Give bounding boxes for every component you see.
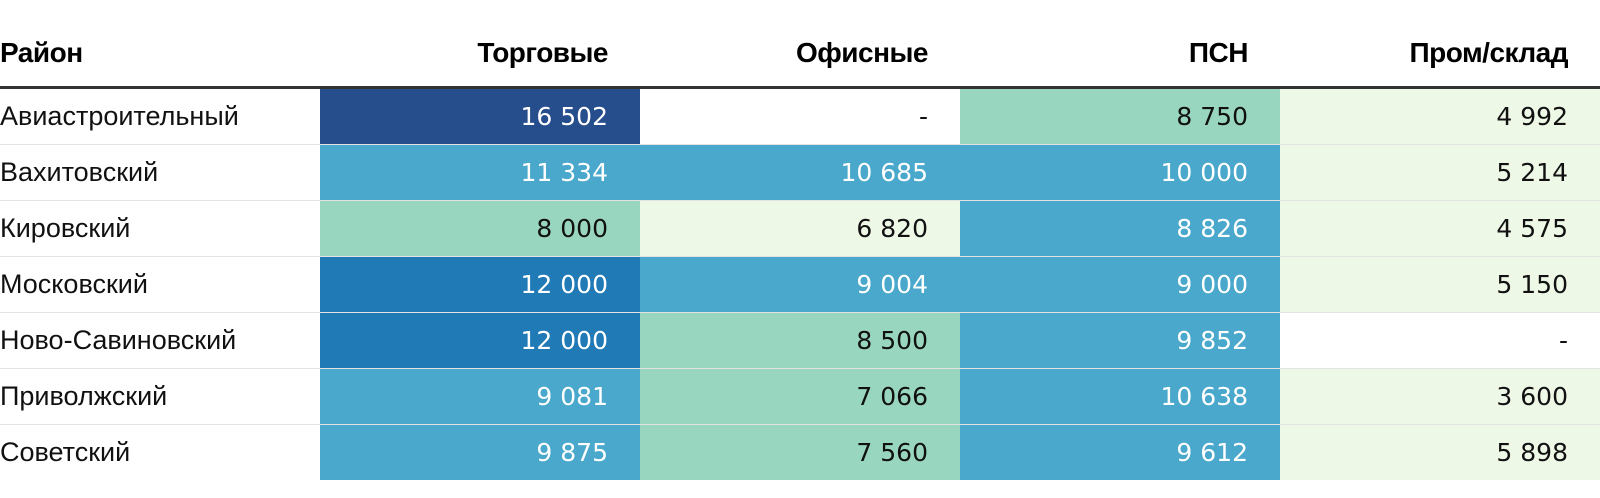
column-header-office: Офисные bbox=[640, 20, 960, 89]
district-name: Советский bbox=[0, 424, 320, 480]
heatmap-cell: 11 334 bbox=[320, 144, 640, 201]
heatmap-cell: 16 502 bbox=[320, 87, 640, 145]
heatmap-cell: 9 081 bbox=[320, 368, 640, 425]
column-header-psn: ПСН bbox=[960, 20, 1280, 89]
district-name: Кировский bbox=[0, 200, 320, 257]
heatmap-cell: - bbox=[640, 87, 960, 145]
heatmap-cell: 8 750 bbox=[960, 87, 1280, 145]
heatmap-table: Район Торговые Офисные ПСН Пром/склад Ав… bbox=[0, 20, 1600, 480]
table-body: Авиастроительный 16 502-8 750 4 992 Вахитов… bbox=[0, 87, 1600, 480]
header-row: Район Торговые Офисные ПСН Пром/склад bbox=[0, 20, 1600, 89]
heatmap-cell: 4 575 bbox=[1280, 200, 1600, 257]
heatmap-cell: 12 000 bbox=[320, 256, 640, 313]
heatmap-cell: 5 898 bbox=[1280, 424, 1600, 480]
column-header-retail: Торговые bbox=[320, 20, 640, 89]
heatmap-cell: 5 214 bbox=[1280, 144, 1600, 201]
heatmap-cell: 5 150 bbox=[1280, 256, 1600, 313]
column-header-industrial: Пром/склад bbox=[1280, 20, 1600, 89]
heatmap-cell: 7 066 bbox=[640, 368, 960, 425]
heatmap-cell: 9 004 bbox=[640, 256, 960, 313]
table-row: Вахитовский 11 334 10 685 10 000 5 214 bbox=[0, 144, 1600, 201]
heatmap-cell: 7 560 bbox=[640, 424, 960, 480]
district-name: Ново-Савиновский bbox=[0, 312, 320, 369]
heatmap-cell: 10 685 bbox=[640, 144, 960, 201]
heatmap-cell: 3 600 bbox=[1280, 368, 1600, 425]
heatmap-cell: 8 826 bbox=[960, 200, 1280, 257]
heatmap-cell: 9 875 bbox=[320, 424, 640, 480]
heatmap-cell: 10 000 bbox=[960, 144, 1280, 201]
heatmap-cell: 8 000 bbox=[320, 200, 640, 257]
table-row: Московский 12 000 9 004 9 000 5 150 bbox=[0, 256, 1600, 313]
heatmap-cell: - bbox=[1280, 312, 1600, 369]
heatmap-cell: 12 000 bbox=[320, 312, 640, 369]
column-header-district: Район bbox=[0, 20, 320, 89]
heatmap-cell: 10 638 bbox=[960, 368, 1280, 425]
table-row: Кировский 8 000 6 820 8 826 4 575 bbox=[0, 200, 1600, 257]
heatmap-cell: 6 820 bbox=[640, 200, 960, 257]
heatmap-cell: 4 992 bbox=[1280, 87, 1600, 145]
heatmap-cell: 8 500 bbox=[640, 312, 960, 369]
district-name: Московский bbox=[0, 256, 320, 313]
heatmap-cell: 9 000 bbox=[960, 256, 1280, 313]
table-row: Советский 9 875 7 560 9 612 5 898 bbox=[0, 424, 1600, 480]
district-name: Приволжский bbox=[0, 368, 320, 425]
table-row: Ново-Савиновский 12 000 8 500 9 852- bbox=[0, 312, 1600, 369]
table-row: Приволжский 9 081 7 066 10 638 3 600 bbox=[0, 368, 1600, 425]
district-name: Вахитовский bbox=[0, 144, 320, 201]
table-row: Авиастроительный 16 502-8 750 4 992 bbox=[0, 87, 1600, 145]
district-name: Авиастроительный bbox=[0, 87, 320, 145]
heatmap-cell: 9 612 bbox=[960, 424, 1280, 480]
heatmap-cell: 9 852 bbox=[960, 312, 1280, 369]
